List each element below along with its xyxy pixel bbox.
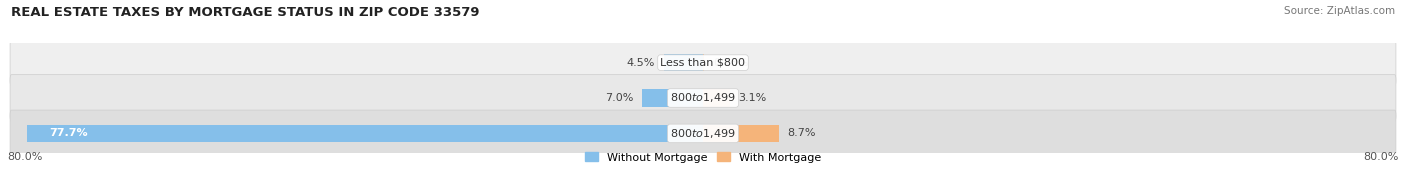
Text: Source: ZipAtlas.com: Source: ZipAtlas.com	[1284, 6, 1395, 16]
Text: Less than $800: Less than $800	[661, 58, 745, 68]
Text: 0.13%: 0.13%	[713, 58, 748, 68]
FancyBboxPatch shape	[10, 39, 1396, 86]
Text: $800 to $1,499: $800 to $1,499	[671, 92, 735, 104]
Text: 3.1%: 3.1%	[738, 93, 766, 103]
Text: 7.0%: 7.0%	[605, 93, 633, 103]
FancyBboxPatch shape	[10, 110, 1396, 157]
FancyBboxPatch shape	[10, 75, 1396, 121]
Bar	[27, 125, 703, 142]
Text: 77.7%: 77.7%	[49, 128, 87, 138]
Text: 8.7%: 8.7%	[787, 128, 815, 138]
Text: REAL ESTATE TAXES BY MORTGAGE STATUS IN ZIP CODE 33579: REAL ESTATE TAXES BY MORTGAGE STATUS IN …	[11, 6, 479, 19]
Legend: Without Mortgage, With Mortgage: Without Mortgage, With Mortgage	[581, 148, 825, 167]
Bar	[703, 125, 779, 142]
Text: $800 to $1,499: $800 to $1,499	[671, 127, 735, 140]
Bar	[664, 54, 703, 71]
Bar	[703, 89, 730, 107]
Text: 80.0%: 80.0%	[1364, 152, 1399, 162]
Text: 80.0%: 80.0%	[7, 152, 42, 162]
Text: 4.5%: 4.5%	[627, 58, 655, 68]
Bar	[643, 89, 703, 107]
